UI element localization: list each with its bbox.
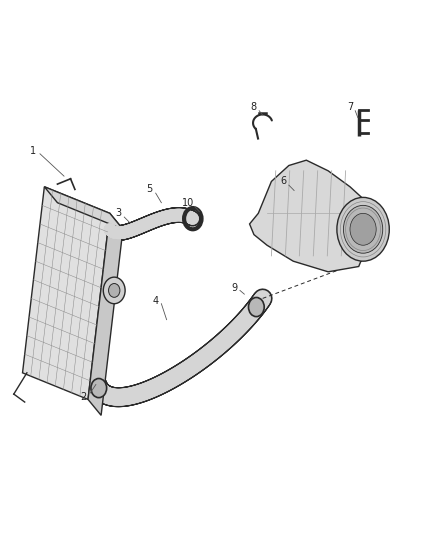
Text: 8: 8 [250,102,256,112]
Circle shape [343,205,383,253]
Text: 6: 6 [281,176,287,187]
Polygon shape [88,213,123,415]
Circle shape [350,213,376,245]
Circle shape [337,197,389,261]
Polygon shape [250,160,372,272]
Circle shape [248,297,264,317]
Polygon shape [44,187,123,229]
Text: 4: 4 [152,296,159,306]
Text: 1: 1 [30,146,36,156]
Polygon shape [22,187,110,399]
Text: 7: 7 [347,102,353,112]
Circle shape [91,378,106,398]
Text: 3: 3 [116,208,122,219]
Circle shape [103,277,125,304]
Circle shape [109,284,120,297]
Text: 9: 9 [231,283,237,293]
Text: 10: 10 [182,198,194,208]
Text: 2: 2 [81,392,87,402]
Text: 5: 5 [146,184,152,195]
